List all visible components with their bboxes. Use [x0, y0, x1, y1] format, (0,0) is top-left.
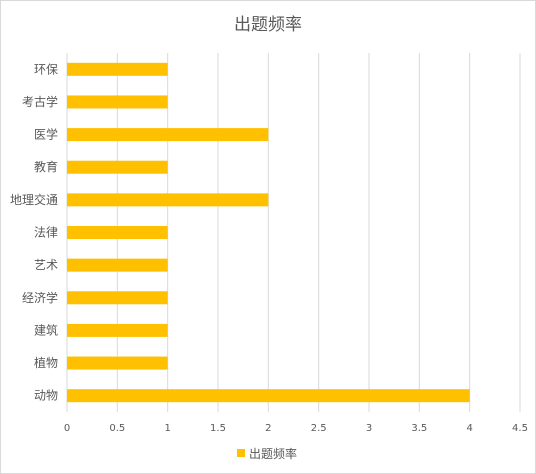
bar: [67, 389, 470, 403]
x-tick-label: 4.5: [512, 423, 528, 434]
x-axis-ticks: 0 0.5 1 1.5 2 2.5 3 3.5 4 4.5: [64, 423, 528, 434]
legend-label: 出题频率: [249, 446, 297, 461]
category-label: 地理交通: [10, 192, 58, 207]
bar: [67, 323, 168, 337]
x-tick-label: 1: [164, 423, 170, 434]
category-label: 考古学: [22, 94, 58, 109]
bar: [67, 160, 168, 174]
category-label: 动物: [34, 389, 58, 403]
category-label: 植物: [34, 355, 58, 370]
bar: [67, 291, 168, 305]
bar: [67, 128, 269, 142]
x-tick-label: 3.5: [411, 423, 427, 434]
x-tick-label: 2: [265, 423, 271, 434]
x-tick-label: 0.5: [109, 423, 125, 434]
x-tick-label: 1.5: [210, 423, 226, 434]
chart-title: 出题频率: [234, 15, 302, 35]
bar: [67, 193, 269, 207]
legend-swatch: [237, 449, 245, 457]
legend: 出题频率: [237, 446, 297, 461]
bar: [67, 62, 168, 76]
category-label: 建筑: [34, 322, 58, 337]
grid-lines: [66, 53, 521, 412]
category-label: 艺术: [34, 258, 58, 272]
category-label: 教育: [34, 159, 58, 174]
category-label: 法律: [34, 226, 58, 240]
category-label: 医学: [34, 127, 58, 142]
bar: [67, 356, 168, 370]
bar: [67, 226, 168, 239]
category-label: 环保: [34, 62, 58, 76]
x-tick-label: 0: [64, 423, 70, 434]
x-tick-label: 3: [366, 423, 372, 434]
category-label: 经济学: [22, 290, 58, 305]
bar: [67, 95, 168, 109]
bar: [67, 258, 168, 272]
x-tick-label: 2.5: [311, 423, 327, 434]
x-tick-label: 4: [466, 423, 472, 434]
bars: [67, 62, 470, 403]
